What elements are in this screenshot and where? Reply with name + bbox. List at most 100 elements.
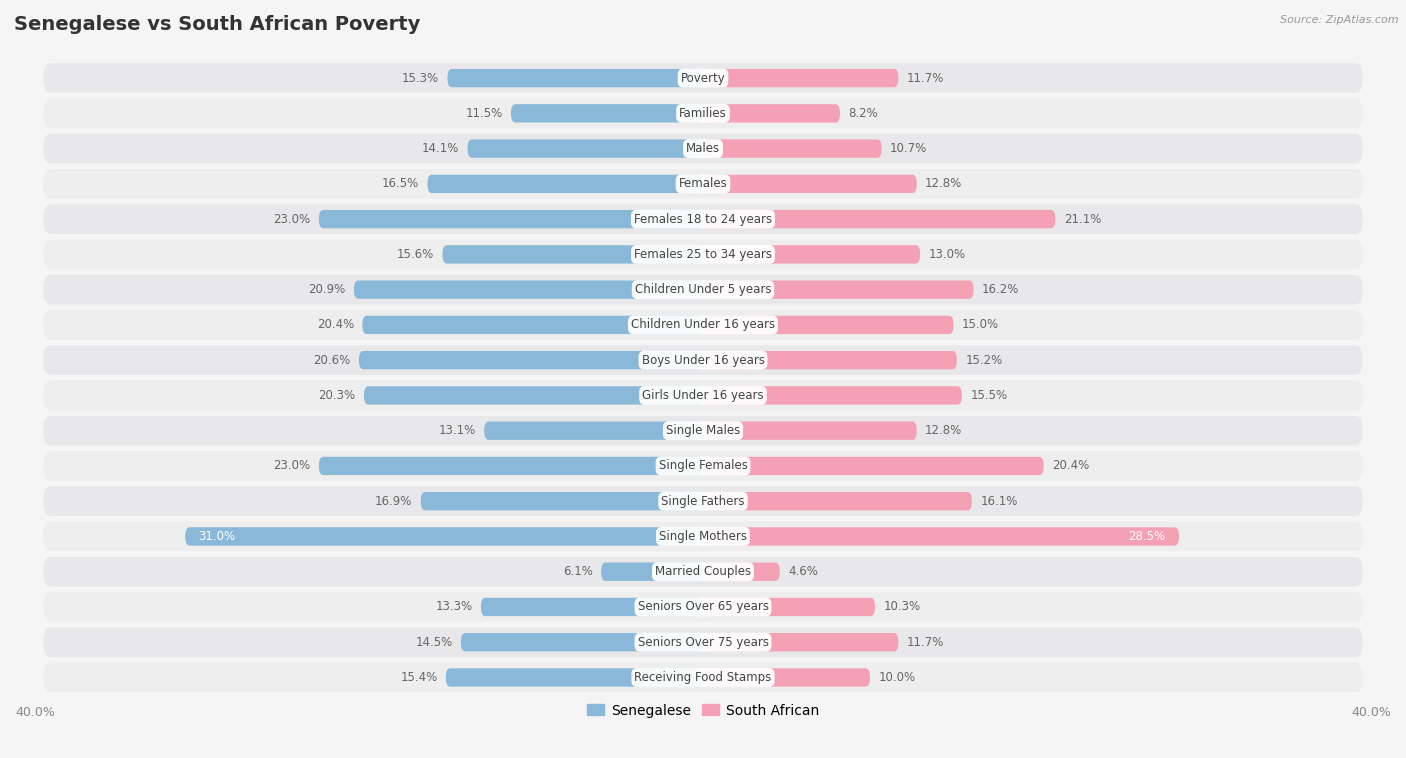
FancyBboxPatch shape [359,351,703,369]
Text: 15.2%: 15.2% [965,354,1002,367]
FancyBboxPatch shape [703,246,920,264]
FancyBboxPatch shape [364,387,703,405]
FancyBboxPatch shape [703,174,917,193]
Text: Families: Families [679,107,727,120]
FancyBboxPatch shape [703,492,972,510]
FancyBboxPatch shape [44,240,1362,269]
Text: 20.9%: 20.9% [308,283,346,296]
Text: 16.2%: 16.2% [981,283,1019,296]
Text: Females 18 to 24 years: Females 18 to 24 years [634,213,772,226]
Text: Children Under 16 years: Children Under 16 years [631,318,775,331]
FancyBboxPatch shape [703,421,917,440]
FancyBboxPatch shape [44,592,1362,622]
FancyBboxPatch shape [44,557,1362,587]
FancyBboxPatch shape [703,457,1043,475]
FancyBboxPatch shape [427,174,703,193]
Text: 13.1%: 13.1% [439,424,475,437]
FancyBboxPatch shape [468,139,703,158]
Text: Seniors Over 75 years: Seniors Over 75 years [637,636,769,649]
Text: 20.4%: 20.4% [316,318,354,331]
FancyBboxPatch shape [703,104,839,123]
FancyBboxPatch shape [484,421,703,440]
FancyBboxPatch shape [703,562,780,581]
FancyBboxPatch shape [44,416,1362,446]
FancyBboxPatch shape [481,598,703,616]
Legend: Senegalese, South African: Senegalese, South African [582,698,824,723]
FancyBboxPatch shape [44,346,1362,375]
Text: 28.5%: 28.5% [1129,530,1166,543]
Text: Poverty: Poverty [681,71,725,85]
Text: Single Mothers: Single Mothers [659,530,747,543]
Text: 14.1%: 14.1% [422,142,460,155]
Text: 15.0%: 15.0% [962,318,1000,331]
Text: Males: Males [686,142,720,155]
FancyBboxPatch shape [44,451,1362,481]
Text: Females 25 to 34 years: Females 25 to 34 years [634,248,772,261]
FancyBboxPatch shape [186,528,703,546]
FancyBboxPatch shape [461,633,703,651]
FancyBboxPatch shape [703,351,957,369]
FancyBboxPatch shape [446,669,703,687]
Text: 23.0%: 23.0% [273,213,311,226]
Text: 20.6%: 20.6% [314,354,350,367]
Text: 16.5%: 16.5% [382,177,419,190]
Text: Children Under 5 years: Children Under 5 years [634,283,772,296]
Text: 15.3%: 15.3% [402,71,439,85]
FancyBboxPatch shape [44,64,1362,93]
Text: 14.5%: 14.5% [415,636,453,649]
Text: 13.0%: 13.0% [928,248,966,261]
Text: 13.3%: 13.3% [436,600,472,613]
Text: Seniors Over 65 years: Seniors Over 65 years [637,600,769,613]
Text: 31.0%: 31.0% [198,530,236,543]
FancyBboxPatch shape [44,310,1362,340]
FancyBboxPatch shape [703,280,973,299]
FancyBboxPatch shape [319,457,703,475]
FancyBboxPatch shape [420,492,703,510]
Text: 16.1%: 16.1% [980,495,1018,508]
FancyBboxPatch shape [703,598,875,616]
Text: 15.4%: 15.4% [401,671,437,684]
Text: 16.9%: 16.9% [375,495,412,508]
Text: 4.6%: 4.6% [789,565,818,578]
FancyBboxPatch shape [44,99,1362,128]
FancyBboxPatch shape [44,134,1362,164]
FancyBboxPatch shape [703,387,962,405]
Text: Single Males: Single Males [666,424,740,437]
Text: Receiving Food Stamps: Receiving Food Stamps [634,671,772,684]
Text: 23.0%: 23.0% [273,459,311,472]
FancyBboxPatch shape [363,316,703,334]
FancyBboxPatch shape [44,628,1362,657]
FancyBboxPatch shape [354,280,703,299]
Text: Single Females: Single Females [658,459,748,472]
Text: Single Fathers: Single Fathers [661,495,745,508]
Text: 11.7%: 11.7% [907,71,945,85]
Text: 11.7%: 11.7% [907,636,945,649]
Text: Married Couples: Married Couples [655,565,751,578]
FancyBboxPatch shape [44,662,1362,692]
FancyBboxPatch shape [44,275,1362,305]
Text: 15.6%: 15.6% [396,248,434,261]
FancyBboxPatch shape [510,104,703,123]
Text: 20.4%: 20.4% [1052,459,1090,472]
Text: 10.7%: 10.7% [890,142,928,155]
Text: 10.3%: 10.3% [883,600,921,613]
FancyBboxPatch shape [602,562,703,581]
FancyBboxPatch shape [44,487,1362,516]
FancyBboxPatch shape [319,210,703,228]
Text: 6.1%: 6.1% [562,565,593,578]
FancyBboxPatch shape [44,169,1362,199]
FancyBboxPatch shape [703,69,898,87]
Text: Source: ZipAtlas.com: Source: ZipAtlas.com [1281,15,1399,25]
FancyBboxPatch shape [44,205,1362,234]
FancyBboxPatch shape [703,669,870,687]
Text: 8.2%: 8.2% [848,107,879,120]
FancyBboxPatch shape [443,246,703,264]
Text: Senegalese vs South African Poverty: Senegalese vs South African Poverty [14,15,420,34]
Text: Girls Under 16 years: Girls Under 16 years [643,389,763,402]
Text: 10.0%: 10.0% [879,671,915,684]
FancyBboxPatch shape [447,69,703,87]
Text: 15.5%: 15.5% [970,389,1007,402]
Text: 21.1%: 21.1% [1064,213,1101,226]
Text: 12.8%: 12.8% [925,424,962,437]
FancyBboxPatch shape [44,381,1362,410]
